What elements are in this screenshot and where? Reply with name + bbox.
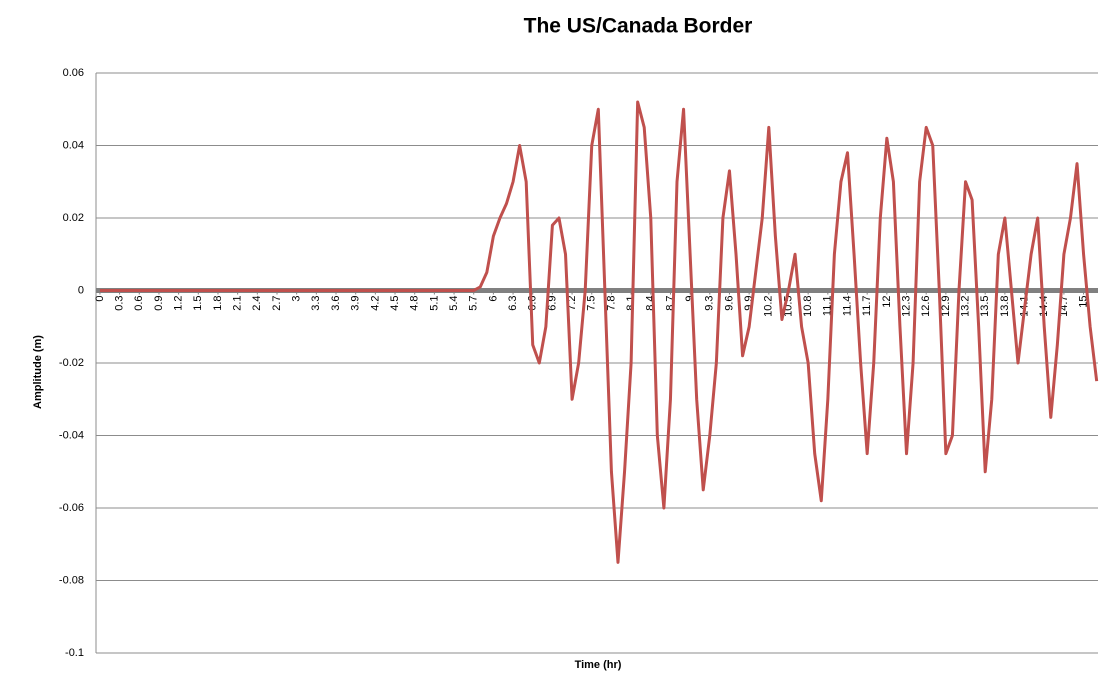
chart-title: The US/Canada Border bbox=[524, 15, 753, 38]
x-tick-label: 9.3 bbox=[704, 296, 716, 311]
x-tick-label: 0.6 bbox=[133, 296, 145, 311]
x-tick-label: 12.3 bbox=[900, 296, 912, 317]
x-tick-label: 13.2 bbox=[959, 296, 971, 317]
x-tick-label: 0.3 bbox=[114, 296, 126, 311]
x-tick-label: 4.8 bbox=[409, 296, 421, 311]
x-tick-label: 6.3 bbox=[507, 296, 519, 311]
x-tick-label: 7.8 bbox=[605, 296, 617, 311]
x-tick-label: 13.8 bbox=[999, 296, 1011, 317]
x-tick-label: 10.2 bbox=[763, 296, 775, 317]
y-tick-label: -0.04 bbox=[59, 429, 84, 441]
x-tick-label: 12.6 bbox=[920, 296, 932, 317]
y-tick-label: 0.04 bbox=[63, 139, 84, 151]
y-tick-label: -0.02 bbox=[59, 357, 84, 369]
data-line bbox=[99, 100, 1099, 564]
x-tick-label: 3.9 bbox=[350, 296, 362, 311]
x-tick-label: 4.5 bbox=[389, 296, 401, 311]
x-tick-label: 7.5 bbox=[586, 296, 598, 311]
x-tick-label: 9.6 bbox=[723, 296, 735, 311]
x-tick-label: 6 bbox=[487, 296, 499, 302]
x-tick-label: 6.9 bbox=[546, 296, 558, 311]
x-tick-label: 12 bbox=[881, 296, 893, 308]
x-tick-label: 2.7 bbox=[271, 296, 283, 311]
y-tick-label: -0.08 bbox=[59, 574, 84, 586]
x-tick-label: 3 bbox=[291, 296, 303, 302]
x-tick-label: 10.8 bbox=[802, 296, 814, 317]
x-tick-label: 3.6 bbox=[330, 296, 342, 311]
x-tick-label: 1.2 bbox=[173, 296, 185, 311]
x-tick-label: 5.4 bbox=[448, 296, 460, 311]
x-tick-label: 5.7 bbox=[468, 296, 480, 311]
x-tick-label: 1.5 bbox=[192, 296, 204, 311]
x-tick-label: 13.5 bbox=[979, 296, 991, 317]
x-tick-label: 0.9 bbox=[153, 296, 165, 311]
y-axis-title: Amplitude (m) bbox=[32, 335, 44, 409]
x-tick-label: 9 bbox=[684, 296, 696, 302]
x-tick-label: 5.1 bbox=[428, 296, 440, 311]
x-tick-label: 0 bbox=[94, 296, 106, 302]
x-tick-label: 2.1 bbox=[232, 296, 244, 311]
x-tick-label: 1.8 bbox=[212, 296, 224, 311]
x-tick-label: 11.4 bbox=[841, 296, 853, 317]
y-tick-label: -0.1 bbox=[65, 647, 84, 659]
y-tick-label: 0.06 bbox=[63, 67, 84, 79]
x-tick-label: 4.2 bbox=[369, 296, 381, 311]
y-tick-label: -0.06 bbox=[59, 502, 84, 514]
x-tick-label: 2.4 bbox=[251, 296, 263, 311]
y-tick-label: 0.02 bbox=[63, 212, 84, 224]
x-axis-title: Time (hr) bbox=[575, 659, 622, 671]
x-tick-label: 11.7 bbox=[861, 296, 873, 317]
x-tick-label: 3.3 bbox=[310, 296, 322, 311]
y-tick-label: 0 bbox=[78, 284, 84, 296]
x-tick-label: 12.9 bbox=[940, 296, 952, 317]
